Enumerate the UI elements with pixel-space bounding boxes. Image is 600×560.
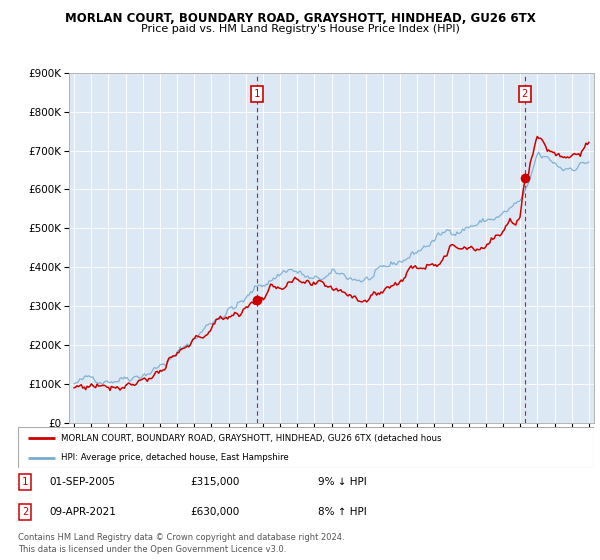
Text: £315,000: £315,000 — [191, 477, 240, 487]
Text: 1: 1 — [22, 477, 28, 487]
Text: 8% ↑ HPI: 8% ↑ HPI — [317, 507, 366, 517]
Text: 1: 1 — [254, 89, 260, 99]
Text: MORLAN COURT, BOUNDARY ROAD, GRAYSHOTT, HINDHEAD, GU26 6TX (detached hous: MORLAN COURT, BOUNDARY ROAD, GRAYSHOTT, … — [61, 433, 442, 442]
Text: HPI: Average price, detached house, East Hampshire: HPI: Average price, detached house, East… — [61, 453, 289, 462]
Text: £630,000: £630,000 — [191, 507, 240, 517]
Text: Price paid vs. HM Land Registry's House Price Index (HPI): Price paid vs. HM Land Registry's House … — [140, 24, 460, 34]
Text: 2: 2 — [22, 507, 28, 517]
Text: 01-SEP-2005: 01-SEP-2005 — [50, 477, 116, 487]
Text: MORLAN COURT, BOUNDARY ROAD, GRAYSHOTT, HINDHEAD, GU26 6TX: MORLAN COURT, BOUNDARY ROAD, GRAYSHOTT, … — [65, 12, 535, 25]
Text: 9% ↓ HPI: 9% ↓ HPI — [317, 477, 366, 487]
Text: 09-APR-2021: 09-APR-2021 — [50, 507, 116, 517]
Text: 2: 2 — [522, 89, 528, 99]
FancyBboxPatch shape — [18, 427, 594, 468]
Text: Contains HM Land Registry data © Crown copyright and database right 2024.
This d: Contains HM Land Registry data © Crown c… — [18, 533, 344, 554]
